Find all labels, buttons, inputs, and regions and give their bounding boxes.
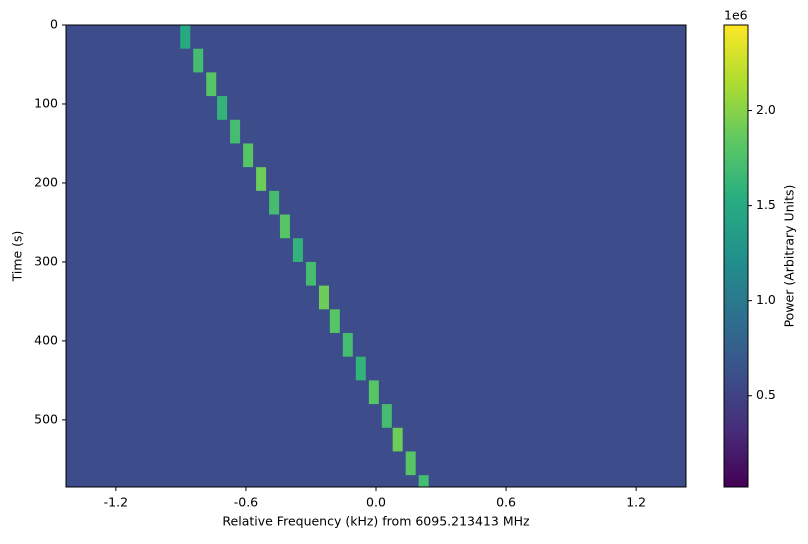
colorbar bbox=[724, 25, 748, 487]
x-axis-label: Relative Frequency (kHz) from 6095.21341… bbox=[222, 514, 530, 529]
x-tick-label: 0.0 bbox=[366, 495, 386, 510]
signal-cell bbox=[256, 167, 267, 191]
signal-cell bbox=[230, 119, 241, 144]
signal-cell bbox=[368, 380, 379, 405]
x-tick-label: -1.2 bbox=[104, 495, 128, 510]
signal-cell bbox=[305, 261, 316, 286]
signal-cell bbox=[217, 96, 228, 120]
signal-cell bbox=[342, 333, 353, 357]
signal-cell bbox=[381, 404, 392, 428]
y-axis-label: Time (s) bbox=[10, 231, 25, 283]
signal-cell bbox=[243, 143, 254, 168]
y-tick-label: 400 bbox=[34, 332, 58, 347]
signal-cell bbox=[418, 475, 429, 487]
y-tick-label: 300 bbox=[34, 253, 58, 268]
y-tick-label: 500 bbox=[34, 411, 58, 426]
signal-cell bbox=[279, 214, 290, 239]
colorbar-tick-label: 1.0 bbox=[756, 292, 776, 307]
colorbar-frame bbox=[723, 24, 749, 488]
x-tick-label: 0.6 bbox=[496, 495, 516, 510]
y-tick-label: 100 bbox=[34, 95, 58, 110]
signal-cell bbox=[329, 309, 340, 333]
signal-cell bbox=[392, 427, 403, 452]
x-tick-label: 1.2 bbox=[626, 495, 646, 510]
y-tick-label: 0 bbox=[50, 17, 58, 32]
colorbar-tick-label: 0.5 bbox=[756, 387, 776, 402]
x-tick-label: -0.6 bbox=[234, 495, 258, 510]
signal-cell bbox=[405, 451, 416, 476]
signal-cell bbox=[193, 48, 204, 73]
signal-cell bbox=[355, 356, 366, 381]
y-tick-label: 200 bbox=[34, 174, 58, 189]
signal-cell bbox=[180, 25, 191, 49]
signal-cell bbox=[318, 285, 329, 310]
plot-background bbox=[66, 25, 686, 487]
signal-cell bbox=[269, 190, 280, 215]
signal-cell bbox=[206, 72, 217, 97]
colorbar-tick-label: 2.0 bbox=[756, 102, 776, 117]
colorbar-label: Power (Arbitrary Units) bbox=[782, 185, 797, 328]
signal-cell bbox=[292, 238, 303, 262]
colorbar-tick-label: 1.5 bbox=[756, 197, 776, 212]
colorbar-offset: 1e6 bbox=[724, 8, 748, 23]
